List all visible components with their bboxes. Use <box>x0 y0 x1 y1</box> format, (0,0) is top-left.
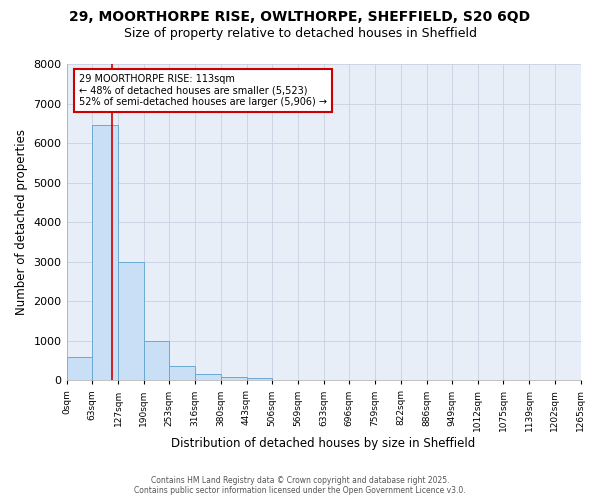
Bar <box>144 341 169 380</box>
Bar <box>169 366 195 380</box>
Y-axis label: Number of detached properties: Number of detached properties <box>15 129 28 315</box>
Bar <box>247 378 272 380</box>
Text: 29, MOORTHORPE RISE, OWLTHORPE, SHEFFIELD, S20 6QD: 29, MOORTHORPE RISE, OWLTHORPE, SHEFFIEL… <box>70 10 530 24</box>
Bar <box>92 126 118 380</box>
Bar <box>221 376 247 380</box>
Bar <box>67 358 92 380</box>
X-axis label: Distribution of detached houses by size in Sheffield: Distribution of detached houses by size … <box>172 437 476 450</box>
Bar <box>118 262 144 380</box>
Bar <box>195 374 221 380</box>
Text: Size of property relative to detached houses in Sheffield: Size of property relative to detached ho… <box>124 28 476 40</box>
Text: Contains HM Land Registry data © Crown copyright and database right 2025.
Contai: Contains HM Land Registry data © Crown c… <box>134 476 466 495</box>
Text: 29 MOORTHORPE RISE: 113sqm
← 48% of detached houses are smaller (5,523)
52% of s: 29 MOORTHORPE RISE: 113sqm ← 48% of deta… <box>79 74 327 107</box>
